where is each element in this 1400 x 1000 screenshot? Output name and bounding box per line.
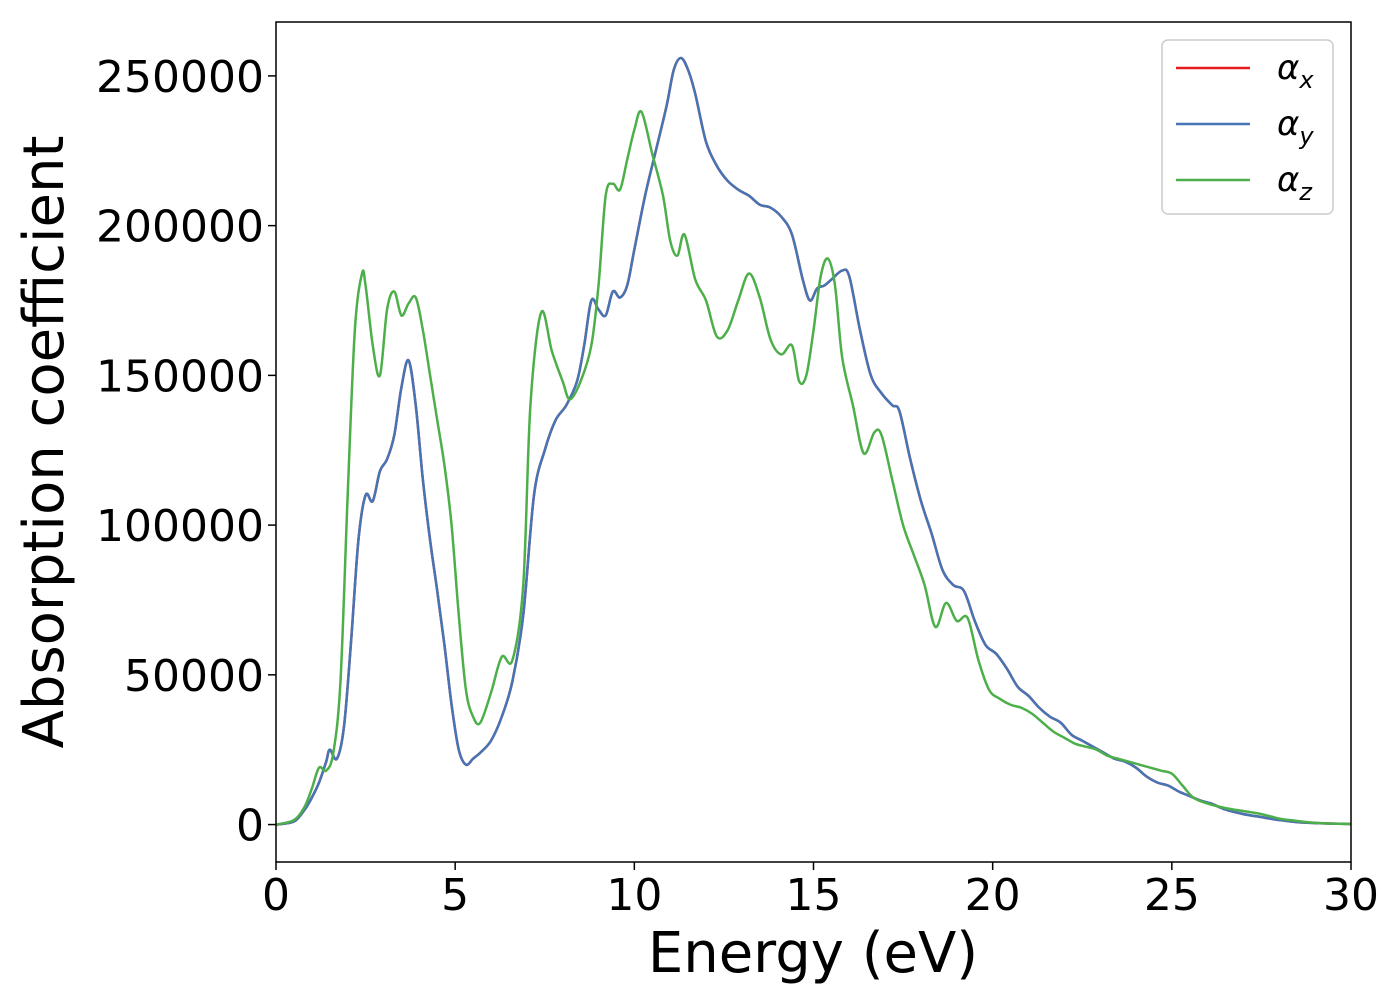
series-layer <box>275 56 1352 826</box>
y-tick-label: 150000 <box>96 351 264 402</box>
x-axis-ticks: 0 5 10 15 20 25 30 <box>262 862 1379 921</box>
legend-label-y: αy <box>1277 104 1314 150</box>
legend-label-base: α <box>1277 104 1299 144</box>
x-tick-label: 10 <box>606 870 662 921</box>
x-tick-label: 15 <box>786 870 842 921</box>
y-tick-label: 100000 <box>96 501 264 552</box>
legend-label-x: αx <box>1277 48 1314 94</box>
y-tick-label: 0 <box>236 801 264 852</box>
legend-label-base: α <box>1277 160 1299 200</box>
y-tick-label: 200000 <box>96 202 264 253</box>
y-axis-label: Absorption coefficient <box>12 136 77 749</box>
y-tick-label: 250000 <box>96 52 264 103</box>
x-tick-label: 5 <box>441 870 469 921</box>
x-tick-label: 20 <box>965 870 1021 921</box>
series-line-z <box>275 109 1352 826</box>
legend-label-subscript: x <box>1298 66 1314 94</box>
x-tick-label: 25 <box>1144 870 1200 921</box>
y-axis-ticks: 0 50000 100000 150000 200000 250000 <box>96 52 276 852</box>
legend-frame <box>1161 39 1334 215</box>
legend-label-z: αz <box>1277 160 1313 206</box>
legend-label-base: α <box>1277 48 1299 88</box>
legend-label-subscript: y <box>1298 122 1314 150</box>
y-tick-label: 50000 <box>124 651 264 702</box>
x-axis-label: Energy (eV) <box>648 921 978 986</box>
x-tick-label: 0 <box>262 870 290 921</box>
x-tick-label: 30 <box>1323 870 1379 921</box>
legend-label-subscript: z <box>1298 178 1313 206</box>
